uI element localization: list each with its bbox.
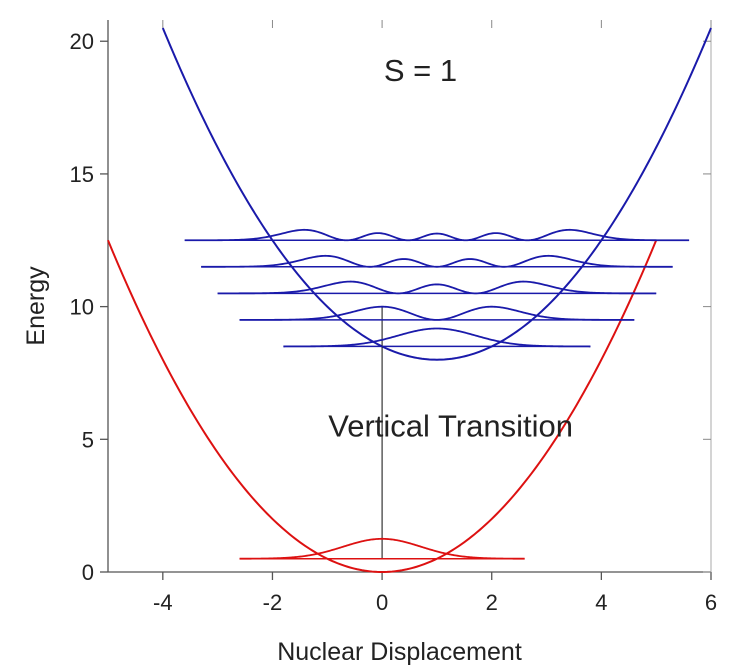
x-tick-label: 4 xyxy=(595,590,607,615)
vertical-transition-annotation: Vertical Transition xyxy=(328,409,573,444)
excited-state-v2-wavefunction xyxy=(217,280,657,295)
excited-state-v1-wavefunction xyxy=(239,305,635,321)
excited-state-v4-wavefunction xyxy=(184,228,690,242)
y-tick-label: 0 xyxy=(82,560,94,585)
excited-state-v3-wavefunction xyxy=(201,254,673,268)
y-axis-label: Energy xyxy=(22,266,50,346)
labels: -4 -2 0 2 4 6 0 5 10 15 20 Nuclear Displacement Ener… xyxy=(22,29,717,666)
x-tick-label: 6 xyxy=(705,590,717,615)
upper-potential-line xyxy=(161,27,712,361)
x-tick-label: 2 xyxy=(486,590,498,615)
x-tick-label: -4 xyxy=(153,590,173,615)
y-tick-label: 10 xyxy=(70,295,94,320)
spin-annotation: S = 1 xyxy=(384,53,457,88)
curves xyxy=(107,27,712,574)
x-tick-label: 0 xyxy=(376,590,388,615)
y-tick-label: 5 xyxy=(82,427,94,452)
lower-potential-line xyxy=(107,239,658,574)
excited-state-v0-wavefunction xyxy=(283,327,591,348)
ground-state-wavefunction xyxy=(239,537,525,560)
x-axis-label: Nuclear Displacement xyxy=(277,638,522,666)
y-tick-label: 20 xyxy=(70,29,94,54)
x-tick-label: -2 xyxy=(263,590,283,615)
y-tick-label: 15 xyxy=(70,162,94,187)
axes xyxy=(100,20,712,580)
